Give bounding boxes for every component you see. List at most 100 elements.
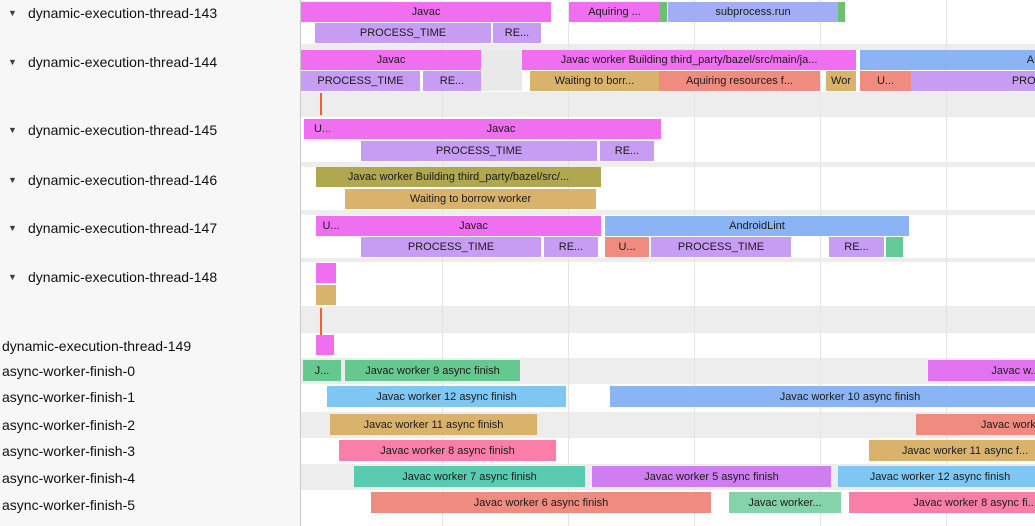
- slice-label: Javac: [459, 220, 488, 232]
- slice-label: Javac: [376, 54, 406, 66]
- sidebar-track-row[interactable]: dynamic-execution-thread-149: [0, 335, 300, 357]
- trace-slice[interactable]: Aquiring ...: [569, 2, 660, 22]
- slice-label: U...: [322, 220, 340, 232]
- trace-slice[interactable]: [660, 2, 667, 22]
- trace-slice[interactable]: U...: [316, 216, 346, 236]
- slice-label: RE...: [439, 75, 465, 87]
- slice-label: Javac w...: [991, 364, 1035, 377]
- trace-slice[interactable]: PROCESS_TIME: [361, 141, 597, 161]
- trace-slice[interactable]: RE...: [829, 237, 884, 257]
- collapse-arrow-icon[interactable]: ▼: [8, 223, 17, 233]
- timeline-canvas[interactable]: Javac Aquiring ... subprocess.run PROCESS_T…: [301, 0, 1035, 526]
- sidebar-track-row[interactable]: ▼ dynamic-execution-thread-148: [0, 266, 300, 288]
- slice-label: Waiting to borrow worker: [409, 193, 532, 205]
- row-background: [301, 162, 1035, 167]
- trace-slice[interactable]: RE...: [493, 23, 541, 43]
- sidebar-track-row[interactable]: ▼ dynamic-execution-thread-147: [0, 217, 300, 239]
- trace-slice[interactable]: PROCESS_TIME: [361, 237, 541, 257]
- trace-slice[interactable]: Javac worker 6 async finish: [371, 492, 711, 513]
- trace-slice[interactable]: [886, 237, 903, 257]
- trace-slice[interactable]: PROCESS_TIME: [315, 23, 491, 43]
- trace-slice[interactable]: subprocess.run: [668, 2, 838, 22]
- slice-label: AndroidLint: [729, 220, 785, 232]
- trace-slice[interactable]: U...: [860, 71, 911, 91]
- trace-slice[interactable]: Javac: [346, 216, 601, 236]
- slice-label: Javac worker 5 async finish: [644, 470, 779, 483]
- trace-slice[interactable]: Javac worker 11 async f...: [869, 440, 1035, 461]
- trace-slice[interactable]: Javac: [301, 50, 481, 70]
- sidebar-track-row[interactable]: async-worker-finish-0: [0, 360, 300, 382]
- collapse-arrow-icon[interactable]: ▼: [8, 175, 17, 185]
- trace-slice[interactable]: Javac worker 8 async finish: [339, 440, 556, 461]
- trace-slice[interactable]: Javac worker 9 async finish: [345, 360, 520, 381]
- slice-label: PROCESS_TIME: [407, 241, 495, 253]
- row-background: [301, 210, 1035, 215]
- sidebar-track-row[interactable]: async-worker-finish-1: [0, 386, 300, 408]
- trace-slice[interactable]: RE...: [600, 141, 654, 161]
- sidebar-track-row[interactable]: ▼ dynamic-execution-thread-143: [0, 2, 300, 24]
- trace-slice[interactable]: Waiting to borrow worker: [345, 189, 596, 209]
- collapse-arrow-icon[interactable]: ▼: [8, 8, 17, 18]
- slice-label: Javac worker 6 async finish: [473, 496, 609, 509]
- track-label: dynamic-execution-thread-147: [28, 220, 218, 236]
- sidebar-track-row[interactable]: async-worker-finish-3: [0, 440, 300, 462]
- trace-slice[interactable]: Javac worker 8 async fi...: [849, 492, 1035, 513]
- slice-label: A...: [1026, 54, 1035, 66]
- trace-slice[interactable]: Javac worker...: [729, 492, 841, 513]
- slice-label: PROCESS_TIME: [435, 145, 523, 157]
- trace-slice[interactable]: RE...: [423, 71, 481, 91]
- trace-slice[interactable]: Javac w...: [928, 360, 1035, 381]
- trace-slice[interactable]: [316, 263, 336, 283]
- trace-slice[interactable]: Aquiring resources f...: [659, 71, 820, 91]
- slice-label: Javac worker 8 async finish: [380, 444, 515, 457]
- row-background: [301, 92, 1035, 117]
- row-background: [481, 50, 522, 91]
- sidebar-track-row[interactable]: async-worker-finish-5: [0, 494, 300, 516]
- trace-slice[interactable]: A...: [860, 50, 1035, 70]
- trace-slice[interactable]: Wor: [826, 71, 856, 91]
- slice-label: Javac worker 7 async finish: [402, 470, 537, 483]
- time-gridline: [946, 0, 947, 526]
- sidebar-track-row[interactable]: async-worker-finish-2: [0, 414, 300, 436]
- slice-label: Javac worker 12 async finish: [376, 390, 517, 403]
- trace-slice[interactable]: Javac worker 12 async finish: [838, 466, 1035, 487]
- collapse-arrow-icon[interactable]: ▼: [8, 272, 17, 282]
- instant-event-marker[interactable]: [320, 93, 322, 115]
- slice-label: U...: [618, 241, 636, 253]
- trace-slice[interactable]: [838, 2, 845, 22]
- trace-slice[interactable]: Javac worker Building third_party/bazel/…: [316, 167, 601, 187]
- trace-slice[interactable]: J...: [303, 360, 341, 381]
- row-background: [301, 44, 1035, 50]
- trace-slice[interactable]: PROCESS_TIME: [651, 237, 791, 257]
- trace-slice[interactable]: PROCE...: [911, 71, 1035, 91]
- sidebar-track-row[interactable]: ▼ dynamic-execution-thread-146: [0, 169, 300, 191]
- sidebar-track-row[interactable]: ▼ dynamic-execution-thread-145: [0, 119, 300, 141]
- sidebar-track-row[interactable]: ▼ dynamic-execution-thread-144: [0, 51, 300, 73]
- trace-slice[interactable]: Javac worker 12 async finish: [327, 386, 566, 407]
- trace-slice[interactable]: AndroidLint: [605, 216, 909, 236]
- slice-label: Javac worke...: [980, 418, 1035, 431]
- trace-slice[interactable]: Javac worker 10 async finish: [610, 386, 1035, 407]
- trace-slice[interactable]: Javac: [341, 119, 661, 139]
- trace-slice[interactable]: Javac worke...: [916, 414, 1035, 435]
- trace-slice[interactable]: [316, 285, 336, 305]
- trace-slice[interactable]: RE...: [544, 237, 598, 257]
- trace-slice[interactable]: Javac worker 5 async finish: [592, 466, 831, 487]
- trace-slice[interactable]: Javac: [301, 2, 551, 22]
- trace-slice[interactable]: U...: [304, 119, 341, 139]
- trace-slice[interactable]: Javac worker Building third_party/bazel/…: [522, 50, 856, 70]
- trace-slice[interactable]: [316, 335, 334, 355]
- trace-slice[interactable]: Javac worker 7 async finish: [354, 466, 585, 487]
- sidebar-track-row[interactable]: async-worker-finish-4: [0, 467, 300, 489]
- trace-slice[interactable]: PROCESS_TIME: [301, 71, 420, 91]
- slice-label: PROCE...: [1011, 75, 1035, 87]
- trace-slice[interactable]: U...: [605, 237, 649, 257]
- trace-slice[interactable]: Waiting to borr...: [530, 71, 659, 91]
- collapse-arrow-icon[interactable]: ▼: [8, 57, 17, 67]
- trace-slice[interactable]: Javac worker 11 async finish: [330, 414, 537, 435]
- collapse-arrow-icon[interactable]: ▼: [8, 125, 17, 135]
- instant-event-marker[interactable]: [320, 308, 322, 350]
- slice-label: Javac worker 10 async finish: [779, 390, 921, 403]
- time-gridline: [694, 0, 695, 526]
